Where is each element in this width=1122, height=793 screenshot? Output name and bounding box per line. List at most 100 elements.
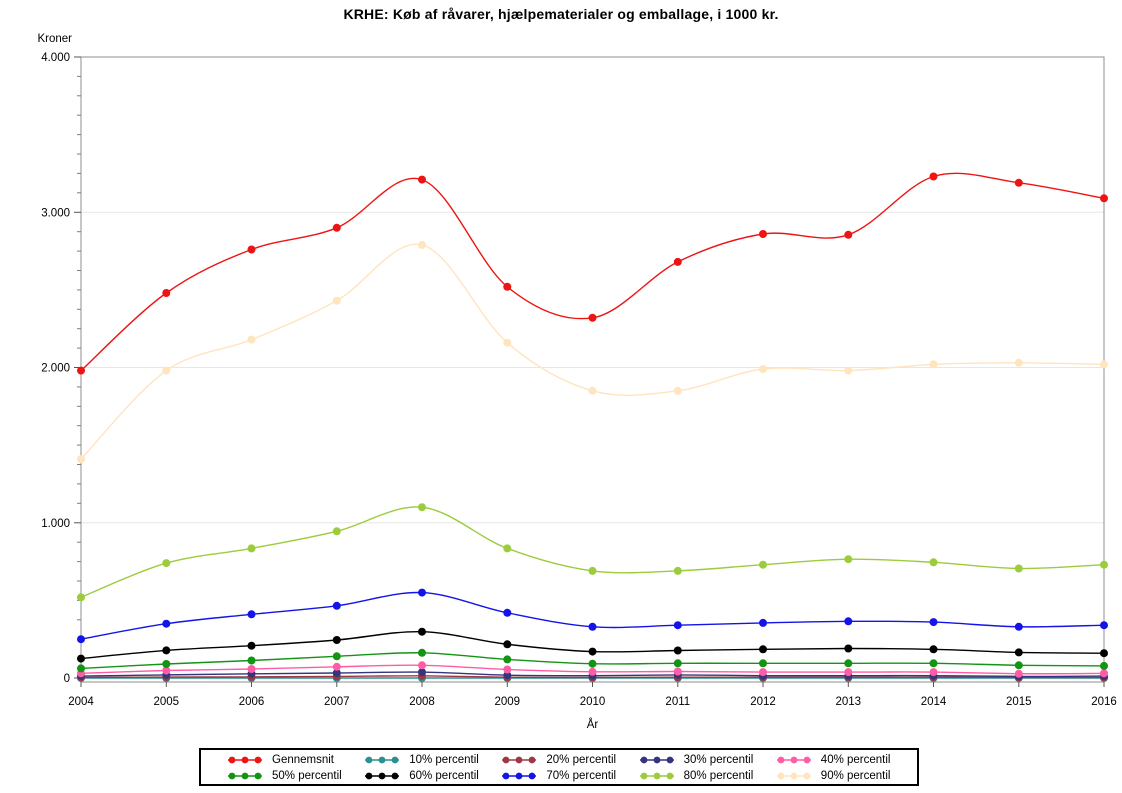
- data-point-60-percentil: [77, 654, 85, 663]
- data-point-70-percentil: [503, 608, 512, 617]
- data-point-80-percentil: [673, 566, 682, 575]
- data-point-40-percentil: [247, 665, 256, 673]
- data-point-80-percentil: [418, 503, 426, 512]
- data-point-90-percentil: [77, 455, 85, 464]
- legend-key-dot: [254, 756, 262, 764]
- data-point-gennemsnit: [1100, 194, 1108, 203]
- data-point-80-percentil: [247, 544, 256, 553]
- legend-key-dot: [653, 772, 660, 780]
- legend-key-dot: [790, 772, 798, 780]
- data-point-gennemsnit: [418, 175, 426, 184]
- legend-item-60-percentil: 60% percentil: [362, 768, 499, 784]
- data-point-40-percentil: [1014, 669, 1023, 678]
- y-tick-label: 2.000: [41, 363, 70, 375]
- legend-key-dot: [378, 772, 386, 780]
- data-point-gennemsnit: [929, 172, 938, 181]
- legend-label: 50% percentil: [272, 770, 342, 782]
- data-point-40-percentil: [162, 666, 171, 675]
- x-tick-label: 2012: [750, 696, 776, 708]
- legend-key-icon: [502, 756, 537, 764]
- data-point-70-percentil: [929, 618, 938, 627]
- legend-key-dot: [653, 756, 660, 764]
- x-axis-title: År: [586, 719, 599, 731]
- data-point-60-percentil: [759, 645, 767, 654]
- data-point-60-percentil: [247, 641, 256, 650]
- data-point-60-percentil: [588, 647, 597, 656]
- legend: Gennemsnit 10% percentil 20% percentil 30% …: [199, 748, 919, 786]
- data-point-50-percentil: [929, 659, 938, 668]
- x-tick-label: 2010: [580, 696, 606, 708]
- data-point-90-percentil: [844, 366, 853, 375]
- data-point-40-percentil: [673, 667, 682, 676]
- legend-item-30-percentil: 30% percentil: [637, 752, 774, 768]
- legend-label: 90% percentil: [820, 770, 891, 782]
- data-point-40-percentil: [759, 668, 767, 677]
- series-line-90-percentil: [80, 243, 1105, 460]
- data-point-gennemsnit: [77, 366, 85, 375]
- data-point-gennemsnit: [588, 313, 597, 322]
- legend-label: Gennemsnit: [272, 754, 335, 766]
- data-point-gennemsnit: [673, 257, 682, 266]
- legend-key-dot: [528, 756, 536, 764]
- data-point-30-percentil: [332, 669, 341, 677]
- data-point-80-percentil: [77, 593, 85, 602]
- legend-key-dot: [391, 756, 399, 764]
- y-tick-label: 4.000: [41, 52, 70, 64]
- data-point-40-percentil: [844, 668, 853, 677]
- data-point-60-percentil: [673, 646, 682, 655]
- data-point-70-percentil: [1100, 621, 1108, 630]
- legend-item-70-percentil: 70% percentil: [499, 768, 636, 784]
- data-point-90-percentil: [1100, 360, 1108, 369]
- x-tick-label: 2015: [1006, 696, 1032, 708]
- data-point-60-percentil: [503, 640, 512, 649]
- legend-key-dot: [777, 756, 785, 764]
- legend-key-icon: [228, 772, 262, 780]
- data-point-50-percentil: [1100, 661, 1108, 670]
- legend-key-dot: [378, 756, 386, 764]
- legend-key-icon: [365, 756, 400, 764]
- legend-key-dot: [254, 772, 262, 780]
- x-tick-label: 2014: [921, 696, 947, 708]
- data-point-70-percentil: [77, 635, 85, 644]
- legend-item-gennemsnit: Gennemsnit: [225, 752, 362, 768]
- data-point-80-percentil: [1014, 564, 1023, 573]
- data-point-80-percentil: [588, 566, 597, 575]
- data-point-60-percentil: [162, 646, 171, 655]
- data-point-70-percentil: [759, 618, 767, 627]
- legend-label: 70% percentil: [546, 770, 617, 782]
- legend-item-10-percentil: 10% percentil: [362, 752, 499, 768]
- legend-key-dot: [790, 756, 798, 764]
- legend-item-90-percentil: 90% percentil: [774, 768, 911, 784]
- x-tick-label: 2009: [495, 696, 521, 708]
- legend-key-dot: [515, 756, 523, 764]
- data-point-90-percentil: [759, 365, 767, 374]
- legend-key-dot: [803, 756, 811, 764]
- legend-label: 10% percentil: [409, 754, 479, 766]
- data-point-40-percentil: [332, 662, 341, 671]
- data-point-40-percentil: [1100, 669, 1108, 678]
- data-point-80-percentil: [929, 558, 938, 567]
- data-point-50-percentil: [673, 659, 682, 668]
- data-point-70-percentil: [418, 588, 426, 597]
- data-point-70-percentil: [673, 621, 682, 630]
- legend-key-dot: [515, 772, 523, 780]
- data-point-60-percentil: [929, 645, 938, 654]
- legend-key-dot: [241, 756, 249, 764]
- data-point-60-percentil: [332, 636, 341, 644]
- plot-area: 0 1.000 2.000 3.000 4.000 2004 2005 2006 2007 200…: [41, 52, 1117, 708]
- chart-title: KRHE: Køb af råvarer, hjælpematerialer o…: [343, 6, 779, 22]
- x-tick-label: 2013: [836, 696, 862, 708]
- data-point-gennemsnit: [844, 230, 853, 239]
- data-point-60-percentil: [1100, 649, 1108, 658]
- data-point-80-percentil: [759, 560, 767, 569]
- legend-key-dot: [640, 772, 647, 780]
- x-tick-label: 2016: [1091, 696, 1117, 708]
- legend-key-dot: [241, 772, 249, 780]
- data-point-90-percentil: [162, 366, 171, 375]
- data-point-50-percentil: [759, 659, 767, 668]
- legend-item-40-percentil: 40% percentil: [774, 752, 911, 768]
- legend-label: 60% percentil: [409, 770, 479, 782]
- x-tick-label: 2005: [154, 696, 180, 708]
- data-point-gennemsnit: [759, 230, 767, 238]
- y-axis-title: Kroner: [37, 33, 72, 45]
